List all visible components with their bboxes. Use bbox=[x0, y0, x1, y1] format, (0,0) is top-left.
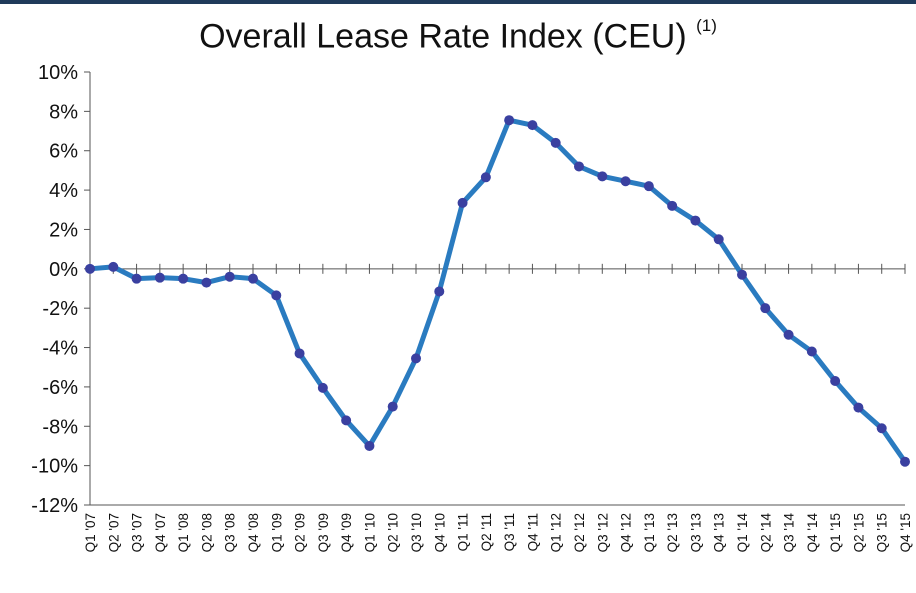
x-tick-label: Q1 '08 bbox=[176, 513, 191, 552]
data-point bbox=[504, 115, 515, 126]
x-tick-label: Q3 '10 bbox=[409, 513, 424, 552]
data-point bbox=[178, 273, 189, 284]
data-point bbox=[108, 261, 119, 272]
y-tick-label: 10% bbox=[38, 62, 78, 84]
data-point bbox=[154, 272, 165, 283]
data-point bbox=[597, 171, 608, 182]
y-tick-label: -8% bbox=[42, 416, 78, 438]
data-point bbox=[876, 423, 887, 434]
x-tick-label: Q4 '11 bbox=[525, 513, 540, 551]
x-tick-label: Q3 '08 bbox=[223, 513, 238, 552]
data-point bbox=[853, 402, 864, 413]
x-tick-label: Q3 '07 bbox=[130, 513, 145, 552]
x-tick-label: Q2 '15 bbox=[851, 513, 866, 552]
y-tick-label: 6% bbox=[49, 141, 78, 163]
top-rule bbox=[0, 0, 916, 4]
data-point bbox=[690, 215, 701, 226]
data-point bbox=[667, 200, 678, 211]
x-tick-label: Q1 '11 bbox=[456, 513, 471, 551]
x-tick-label: Q2 '12 bbox=[572, 513, 587, 552]
data-point bbox=[294, 348, 305, 359]
data-point bbox=[620, 176, 631, 187]
data-point bbox=[201, 277, 212, 288]
chart-title: Overall Lease Rate Index (CEU) (1) bbox=[0, 4, 916, 56]
x-tick-label: Q4 '08 bbox=[246, 513, 261, 552]
x-tick-label: Q1 '13 bbox=[642, 513, 657, 552]
y-tick-label: -4% bbox=[42, 338, 78, 360]
x-tick-label: Q4 '12 bbox=[619, 513, 634, 552]
data-point bbox=[364, 440, 375, 451]
x-tick-label: Q1 '15 bbox=[828, 513, 843, 552]
y-tick-label: -12% bbox=[31, 495, 78, 517]
data-point bbox=[434, 286, 445, 297]
x-tick-label: Q1 '07 bbox=[83, 513, 98, 552]
x-tick-label: Q4 '15 bbox=[898, 513, 913, 552]
x-tick-label: Q1 '09 bbox=[269, 513, 284, 552]
x-tick-label: Q2 '08 bbox=[199, 513, 214, 552]
y-tick-label: 8% bbox=[49, 101, 78, 123]
data-point bbox=[806, 346, 817, 357]
y-tick-label: -6% bbox=[42, 377, 78, 399]
data-point bbox=[85, 263, 95, 274]
data-point bbox=[574, 161, 584, 172]
x-tick-label: Q2 '07 bbox=[106, 513, 121, 552]
x-tick-label: Q3 '13 bbox=[688, 513, 703, 552]
x-tick-label: Q2 '09 bbox=[293, 513, 308, 552]
data-point bbox=[248, 273, 258, 284]
x-tick-label: Q3 '14 bbox=[782, 513, 797, 553]
data-point bbox=[480, 172, 491, 183]
x-tick-label: Q2 '13 bbox=[665, 513, 680, 552]
y-tick-label: -2% bbox=[42, 298, 78, 320]
data-point bbox=[271, 290, 282, 301]
data-point bbox=[224, 271, 235, 282]
y-tick-label: 0% bbox=[49, 259, 78, 281]
x-tick-label: Q3 '11 bbox=[502, 513, 517, 551]
data-point bbox=[341, 415, 352, 426]
x-tick-label: Q3 '09 bbox=[316, 513, 331, 552]
data-point bbox=[457, 197, 468, 208]
x-tick-label: Q3 '15 bbox=[875, 513, 890, 552]
series-line bbox=[87, 117, 908, 465]
data-point bbox=[830, 376, 841, 387]
data-point bbox=[527, 120, 538, 131]
x-tick-label: Q4 '10 bbox=[432, 513, 447, 552]
data-point bbox=[317, 382, 328, 393]
y-tick-label: 2% bbox=[49, 219, 78, 241]
x-tick-label: Q2 '14 bbox=[758, 513, 773, 553]
data-point bbox=[411, 353, 421, 364]
x-tick-label: Q2 '11 bbox=[479, 513, 494, 551]
y-tick-label: 4% bbox=[49, 180, 78, 202]
chart-title-footnote: (1) bbox=[696, 16, 717, 35]
chart-title-text: Overall Lease Rate Index (CEU) bbox=[199, 17, 687, 56]
data-point bbox=[737, 269, 747, 280]
x-tick-label: Q2 '10 bbox=[386, 513, 401, 552]
data-point bbox=[783, 329, 794, 340]
x-tick-label: Q1 '14 bbox=[735, 513, 750, 553]
data-point bbox=[550, 137, 561, 148]
data-point bbox=[387, 401, 398, 412]
x-tick-label: Q4 '13 bbox=[712, 513, 727, 552]
y-tick-label: -10% bbox=[31, 456, 78, 478]
data-point bbox=[900, 456, 910, 467]
data-point bbox=[713, 234, 724, 245]
x-tick-label: Q4 '07 bbox=[153, 513, 168, 552]
x-tick-label: Q1 '10 bbox=[362, 513, 377, 552]
data-point bbox=[760, 303, 771, 314]
x-tick-label: Q1 '12 bbox=[549, 513, 564, 552]
x-tick-label: Q4 '14 bbox=[805, 513, 820, 553]
x-tick-label: Q4 '09 bbox=[339, 513, 354, 552]
x-tick-label: Q3 '12 bbox=[595, 513, 610, 552]
data-point bbox=[643, 181, 654, 192]
data-point bbox=[131, 273, 142, 284]
